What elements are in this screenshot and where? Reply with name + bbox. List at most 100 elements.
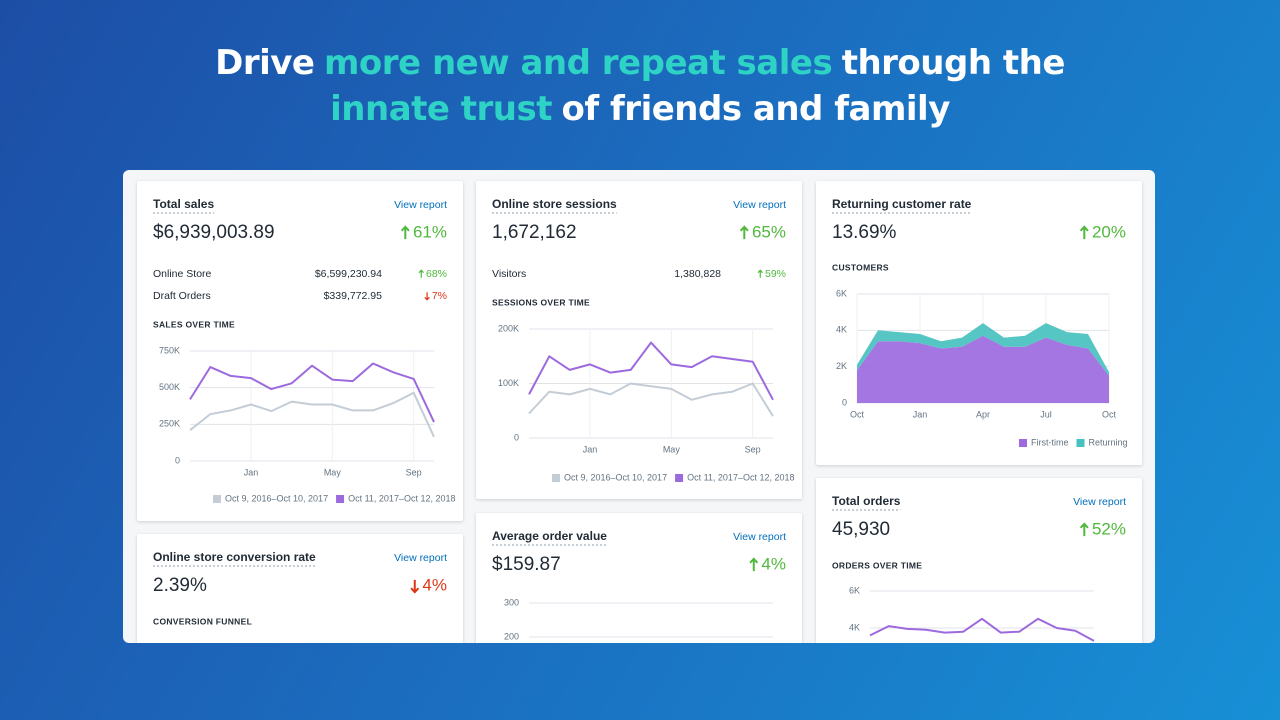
- card: Total orders View report 45,930 52% ORDERS O…: [816, 478, 1142, 643]
- series-line: [528, 382, 774, 417]
- y-tick-label: 300: [504, 597, 519, 607]
- x-tick-label: Jan: [913, 409, 928, 419]
- metric-value: $159.87: [492, 554, 561, 575]
- card-content: Returning customer rate 13.69% 20% CUSTOMER…: [832, 197, 1128, 447]
- legend-swatch: [336, 495, 345, 503]
- change: 59%: [765, 268, 786, 280]
- x-tick-label: Jul: [1040, 409, 1052, 419]
- card: Average order value View report $159.87 4% 2…: [476, 513, 802, 643]
- y-tick-label: 6K: [849, 585, 860, 595]
- card: Online store conversion rate View report 2…: [137, 534, 463, 643]
- card-title: Online store sessions: [492, 197, 617, 211]
- change-arrow: [739, 225, 749, 240]
- card-title: Total sales: [153, 197, 214, 211]
- y-tick-label: 200: [504, 631, 519, 641]
- headline: Drive more new and repeat sales through th…: [0, 40, 1280, 132]
- headline-text: Drive: [215, 43, 315, 83]
- row-label: Draft Orders: [153, 290, 211, 302]
- row-label: Visitors: [492, 268, 526, 280]
- change: 61%: [413, 222, 447, 241]
- y-tick-label: 200K: [498, 323, 519, 333]
- y-tick-label: 4K: [849, 622, 860, 632]
- legend-swatch: [213, 495, 221, 503]
- legend-label: First-time: [1031, 437, 1069, 447]
- headline-text: innate trust: [330, 89, 552, 129]
- y-tick-label: 500K: [159, 382, 180, 392]
- legend-swatch: [675, 474, 684, 482]
- change: 20%: [1092, 222, 1126, 241]
- x-tick-label: Sep: [406, 467, 422, 477]
- card-title: Online store conversion rate: [153, 550, 316, 564]
- legend-label: Oct 9, 2016–Oct 10, 2017: [564, 472, 667, 482]
- change-arrow: [757, 269, 763, 278]
- change-arrow: [400, 225, 410, 240]
- x-tick-label: Jan: [583, 444, 598, 454]
- headline-text: through the: [841, 43, 1066, 83]
- x-tick-label: Oct: [1102, 409, 1117, 419]
- card-title: Returning customer rate: [832, 197, 972, 211]
- card: Online store sessions View report 1,672,16…: [476, 181, 802, 499]
- legend-swatch: [1076, 439, 1085, 447]
- section-title: SALES OVER TIME: [153, 319, 235, 329]
- card-content: Total orders View report 45,930 52% ORDERS O…: [832, 494, 1126, 642]
- legend-swatch: [1019, 439, 1027, 447]
- section-title: SESSIONS OVER TIME: [492, 297, 590, 307]
- row-label: Online Store: [153, 268, 212, 280]
- x-tick-label: May: [663, 444, 681, 454]
- headline-line: Drive more new and repeat sales through th…: [0, 40, 1280, 86]
- change-arrow: [1079, 522, 1089, 537]
- legend-label: Oct 9, 2016–Oct 10, 2017: [225, 493, 328, 503]
- y-tick-label: 0: [175, 455, 180, 465]
- legend-swatch: [552, 474, 560, 482]
- view-report-link[interactable]: View report: [394, 199, 447, 211]
- metric-value: 45,930: [832, 519, 890, 540]
- change-arrow: [410, 579, 420, 594]
- dashboard: Total sales View report $6,939,003.89 61% On…: [123, 170, 1155, 643]
- y-tick-label: 750K: [159, 345, 180, 355]
- y-tick-label: 250K: [159, 419, 180, 429]
- view-report-link[interactable]: View report: [394, 552, 447, 564]
- change: 52%: [1092, 519, 1126, 538]
- card-title: Average order value: [492, 529, 607, 543]
- section-title: CUSTOMERS: [832, 262, 889, 272]
- card-content: Online store sessions View report 1,672,16…: [492, 197, 795, 482]
- metric-value: 13.69%: [832, 222, 897, 243]
- change: 4%: [761, 554, 786, 573]
- legend-label: Oct 11, 2017–Oct 12, 2018: [348, 493, 455, 503]
- card-content: Online store conversion rate View report 2…: [153, 550, 447, 626]
- headline-text: of friends and family: [561, 89, 951, 129]
- legend-label: Oct 11, 2017–Oct 12, 2018: [687, 472, 794, 482]
- y-tick-label: 2K: [836, 361, 847, 371]
- view-report-link[interactable]: View report: [1073, 496, 1126, 508]
- series-area: [857, 335, 1109, 403]
- card-title: Total orders: [832, 494, 901, 508]
- card-content: Average order value View report $159.87 4% 2…: [492, 529, 786, 641]
- view-report-link[interactable]: View report: [733, 531, 786, 543]
- legend-label: Returning: [1089, 437, 1128, 447]
- change: 65%: [752, 222, 786, 241]
- headline-text: more new and repeat sales: [324, 43, 833, 83]
- x-tick-label: Sep: [745, 444, 761, 454]
- change: 4%: [422, 575, 447, 594]
- change: 7%: [432, 290, 447, 302]
- series-area: [857, 323, 1109, 376]
- card-content: Total sales View report $6,939,003.89 61% On…: [153, 197, 456, 503]
- card: Returning customer rate 13.69% 20% CUSTOMER…: [816, 181, 1142, 465]
- section-title: ORDERS OVER TIME: [832, 560, 922, 570]
- row-value: $6,599,230.94: [315, 268, 382, 280]
- x-tick-label: May: [324, 467, 342, 477]
- view-report-link[interactable]: View report: [733, 199, 786, 211]
- metric-value: $6,939,003.89: [153, 222, 275, 243]
- change-arrow: [424, 292, 430, 301]
- change-arrow: [1079, 225, 1089, 240]
- x-tick-label: Jan: [244, 467, 259, 477]
- section-title: CONVERSION FUNNEL: [153, 616, 252, 626]
- y-tick-label: 100K: [498, 378, 519, 388]
- x-tick-label: Apr: [976, 409, 990, 419]
- series-line: [528, 341, 774, 401]
- series-line: [189, 391, 435, 438]
- y-tick-label: 0: [842, 397, 847, 407]
- series-line: [189, 362, 435, 423]
- card: Total sales View report $6,939,003.89 61% On…: [137, 181, 463, 521]
